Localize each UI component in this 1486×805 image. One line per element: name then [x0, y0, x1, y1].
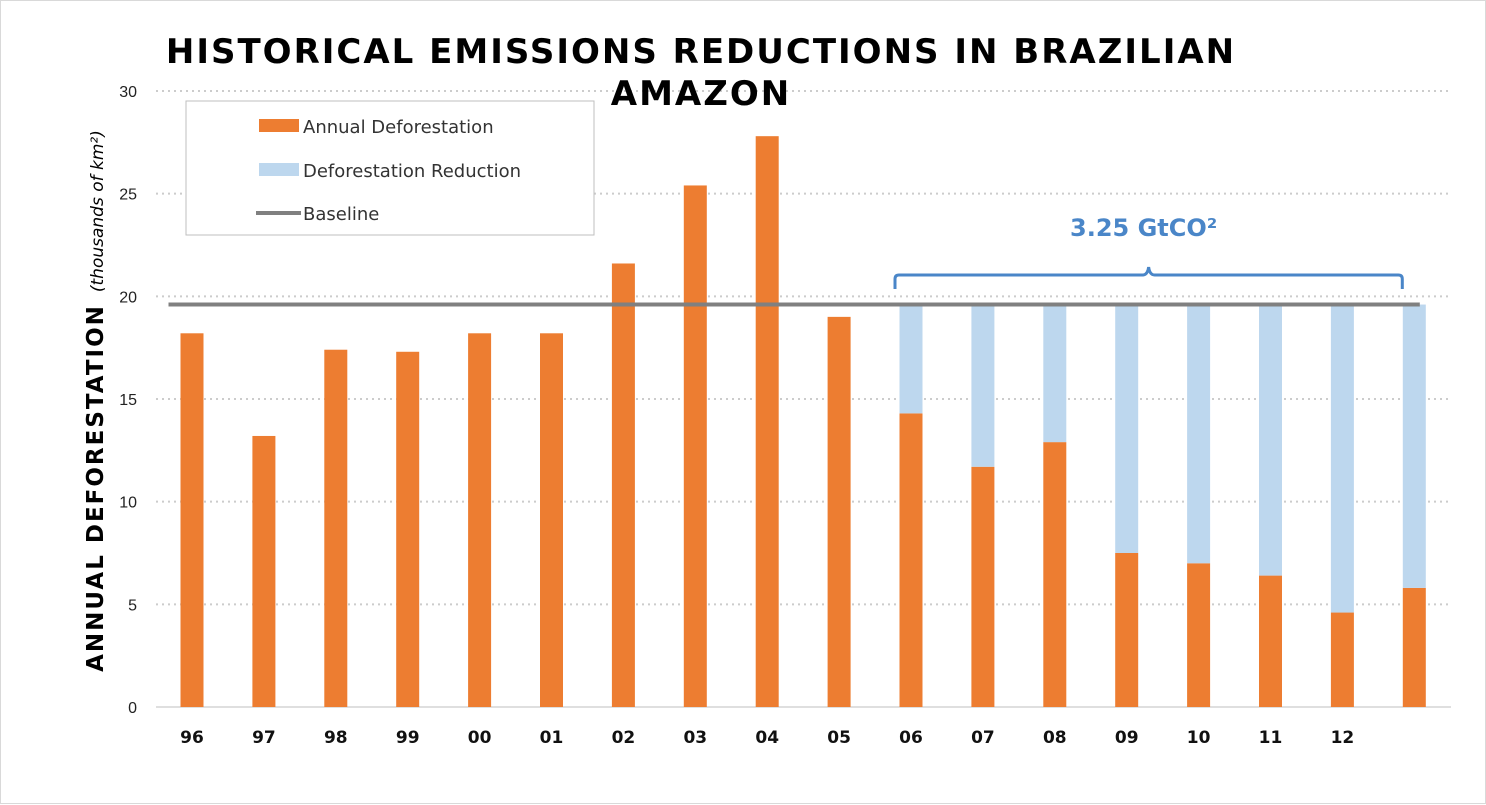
- x-tick-label: 99: [396, 728, 420, 748]
- x-tick-label: 02: [612, 728, 636, 748]
- bar-annual-deforestation: [468, 333, 492, 707]
- y-tick-label: 30: [119, 84, 137, 101]
- x-tick-label: 07: [971, 728, 995, 748]
- x-tick-label: 97: [252, 728, 276, 748]
- bar-annual-deforestation: [180, 333, 204, 707]
- bar-deforestation-reduction: [899, 304, 923, 414]
- bar-annual-deforestation: [252, 435, 276, 707]
- bar-annual-deforestation: [1259, 575, 1282, 707]
- x-tick-label: 96: [180, 728, 204, 748]
- y-tick-label: 5: [128, 597, 137, 614]
- bar-annual-deforestation: [971, 466, 995, 707]
- bar-annual-deforestation: [324, 349, 348, 707]
- bar-annual-deforestation: [1043, 442, 1067, 707]
- bar-deforestation-reduction: [971, 304, 995, 467]
- bar-deforestation-reduction: [1187, 304, 1211, 564]
- bar-deforestation-reduction: [1043, 304, 1067, 443]
- bar-annual-deforestation: [1402, 587, 1426, 707]
- y-tick-label: 20: [119, 289, 137, 306]
- legend-label-deforestation-reduction: Deforestation Reduction: [303, 161, 521, 182]
- chart-title-line-1: HISTORICAL EMISSIONS REDUCTIONS IN BRAZI…: [166, 32, 1236, 72]
- x-tick-label: 05: [827, 728, 851, 748]
- legend-box: [185, 100, 595, 236]
- bar-annual-deforestation: [683, 185, 707, 707]
- y-axis-label: ANNUAL DEFORESTATION (thousands of km²): [83, 130, 109, 672]
- x-tick-label: 08: [1043, 728, 1067, 748]
- bar-deforestation-reduction: [1259, 304, 1282, 576]
- bar-annual-deforestation: [1330, 612, 1354, 707]
- bar-annual-deforestation: [1115, 553, 1139, 707]
- legend-swatch-deforestation-reduction: [259, 163, 299, 176]
- x-tick-label: 11: [1259, 728, 1283, 748]
- bar-annual-deforestation: [899, 413, 923, 707]
- x-tick-label: 00: [468, 728, 492, 748]
- annotation-label: 3.25 GtCO²: [1070, 214, 1217, 242]
- x-tick-label: 03: [683, 728, 707, 748]
- bar-annual-deforestation: [827, 316, 851, 707]
- x-tick-label: 10: [1187, 728, 1211, 748]
- y-tick-label: 15: [119, 392, 137, 409]
- svg-text:ANNUAL DEFORESTATION(thousands: ANNUAL DEFORESTATION (thousands of km²): [83, 130, 109, 672]
- legend-label-baseline: Baseline: [303, 204, 379, 225]
- x-tick-label: 06: [899, 728, 923, 748]
- x-tick-label: 09: [1115, 728, 1139, 748]
- bar-annual-deforestation: [755, 136, 779, 707]
- y-tick-label: 10: [119, 495, 137, 512]
- annotation: 3.25 GtCO²: [893, 214, 1404, 289]
- y-axis-unit: (thousands of km²): [88, 130, 108, 292]
- x-tick-label: 04: [755, 728, 779, 748]
- bar-deforestation-reduction: [1330, 304, 1354, 613]
- bar-annual-deforestation: [1187, 563, 1211, 707]
- legend-label-annual-deforestation: Annual Deforestation: [303, 117, 494, 138]
- legend-swatch-annual-deforestation: [259, 119, 299, 132]
- legend: Annual Deforestation Deforestation Reduc…: [185, 100, 595, 236]
- annotation-bracket: [893, 266, 1404, 289]
- y-tick-label: 25: [119, 187, 137, 204]
- y-tick-label: 0: [128, 700, 137, 717]
- bars: [180, 136, 1426, 707]
- x-tick-label: 98: [324, 728, 348, 748]
- bar-annual-deforestation: [396, 351, 420, 707]
- x-tick-label: 12: [1331, 728, 1355, 748]
- bar-annual-deforestation: [540, 333, 563, 707]
- y-axis-title: ANNUAL DEFORESTATION: [83, 304, 109, 672]
- bar-annual-deforestation: [611, 263, 635, 707]
- chart-title-line-2: AMAZON: [611, 74, 791, 114]
- x-tick-label: 01: [540, 728, 564, 748]
- bar-deforestation-reduction: [1115, 304, 1139, 553]
- bar-deforestation-reduction: [1402, 304, 1426, 588]
